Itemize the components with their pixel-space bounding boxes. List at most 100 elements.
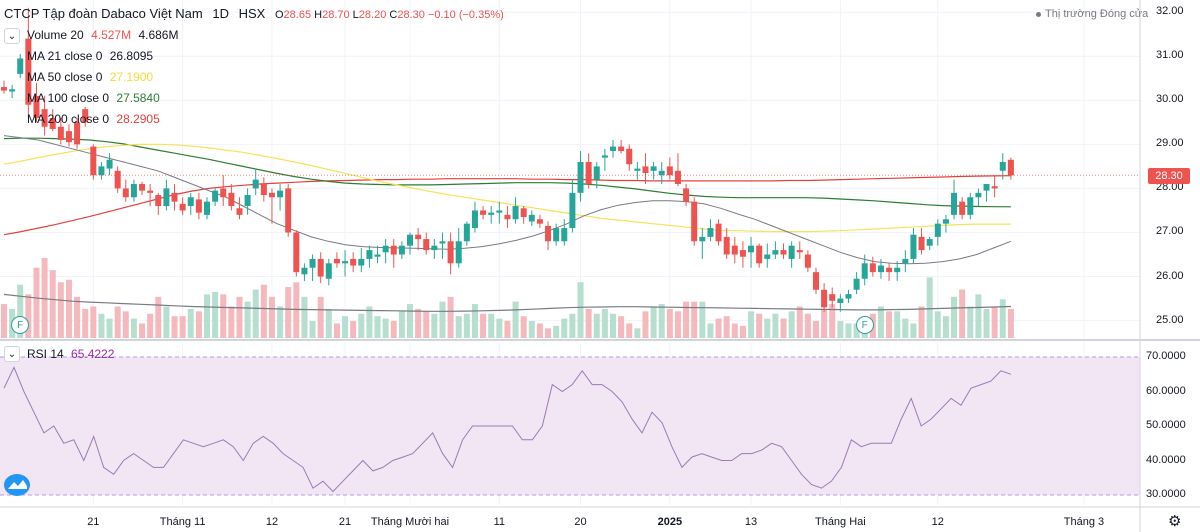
candle-body: [577, 161, 584, 193]
ma50-line: [3, 143, 1011, 233]
candle-body: [601, 155, 608, 158]
candle: [910, 228, 917, 264]
candle: [951, 179, 958, 220]
volume-bar: [374, 316, 381, 338]
volume-bar: [325, 308, 332, 338]
volume-bar: [49, 270, 56, 338]
candle-body: [41, 109, 48, 127]
volume-bar: [545, 328, 552, 338]
candle-body: [212, 190, 219, 202]
ma-lines: [3, 135, 1012, 312]
candle-body: [1007, 159, 1014, 176]
time-tick-label: 21: [87, 516, 100, 528]
volume-bar: [439, 301, 446, 338]
candle: [845, 289, 852, 303]
interval-label[interactable]: 1D: [212, 6, 229, 21]
candle-body: [439, 241, 446, 244]
rsi-legend[interactable]: RSI 14 65.4222: [27, 346, 114, 362]
candle-body: [934, 223, 941, 237]
volume-bar: [886, 311, 893, 338]
candle-body: [650, 166, 657, 171]
candle-body: [49, 117, 56, 129]
candle-body: [918, 236, 925, 251]
volume-bar: [723, 316, 730, 338]
volume-bar: [691, 301, 698, 338]
candle: [715, 219, 722, 246]
collapse-legend-button[interactable]: ⌄: [4, 28, 20, 44]
ma21-line: [3, 135, 1012, 265]
candle-body: [382, 245, 389, 253]
volume-bar: [853, 323, 860, 338]
ma21-legend[interactable]: MA 21 close 0 26.8095: [27, 48, 153, 64]
volume-bar: [252, 289, 259, 338]
candle-body: [98, 166, 105, 176]
candle: [967, 192, 974, 220]
volume-bar: [57, 282, 64, 338]
volume-bar: [106, 318, 113, 338]
volume-bar: [212, 291, 219, 338]
candle: [902, 250, 909, 273]
ma50-legend[interactable]: MA 50 close 0 27.1900: [27, 69, 153, 85]
candle-body: [236, 208, 243, 215]
volume-legend[interactable]: Volume 20 4.527M 4.686M: [27, 27, 178, 43]
time-tick-label: 11: [493, 516, 506, 528]
financials-event-badge[interactable]: F: [11, 316, 30, 334]
candle-body: [407, 234, 413, 246]
volume-bar: [390, 321, 397, 338]
candle: [374, 245, 381, 264]
volume-bar: [942, 316, 949, 338]
candle: [959, 197, 966, 220]
candle: [536, 214, 543, 229]
candle: [447, 232, 454, 275]
candle: [407, 232, 413, 255]
candle-body: [496, 210, 503, 213]
candle: [634, 161, 641, 180]
financials-event-badge[interactable]: F: [855, 316, 874, 334]
candle: [650, 161, 657, 180]
candle: [252, 168, 259, 196]
tradingview-logo-icon[interactable]: [4, 474, 30, 496]
candle: [796, 241, 803, 259]
ma200-value: 28.2905: [116, 112, 160, 126]
volume-bar: [496, 318, 503, 338]
ma200-legend[interactable]: MA 200 close 0 28.2905: [27, 111, 160, 127]
candle: [163, 179, 170, 211]
close-value: 28.30: [397, 9, 425, 21]
candles: [1, 7, 1014, 312]
volume-bar: [504, 321, 511, 338]
rsi-tick-label: 50.0000: [1146, 419, 1186, 431]
candle-body: [285, 188, 292, 233]
rsi-tick-label: 30.0000: [1146, 488, 1186, 500]
rsi-tick-label: 40.0000: [1146, 453, 1186, 466]
candle: [439, 232, 446, 259]
gear-icon[interactable]: ⚙: [1168, 513, 1182, 530]
volume-bar: [33, 267, 40, 338]
candle: [179, 197, 186, 215]
candle: [926, 236, 933, 251]
candle: [33, 82, 40, 123]
candle-body: [179, 203, 186, 211]
volume-bar: [301, 296, 308, 338]
candle-body: [187, 197, 194, 207]
candle-body: [983, 184, 990, 191]
ma100-legend[interactable]: MA 100 close 0 27.5840: [27, 90, 160, 106]
volume-bar: [333, 323, 340, 338]
rsi-tick-label: 70.0000: [1146, 350, 1186, 362]
price-tick-label: 30.00: [1156, 93, 1184, 106]
candle: [553, 223, 560, 246]
volume-bar: [114, 306, 121, 338]
candle: [666, 157, 673, 180]
candle: [260, 177, 267, 202]
time-tick-label: 12: [265, 516, 279, 528]
candle: [277, 184, 284, 211]
candle-body: [244, 195, 251, 207]
candle-body: [163, 188, 170, 207]
candle-body: [829, 294, 836, 301]
candle-body: [536, 219, 543, 224]
candle-body: [74, 122, 81, 145]
candle-body: [390, 245, 397, 255]
volume-bar: [1007, 308, 1014, 338]
collapse-rsi-button[interactable]: ⌄: [4, 346, 20, 362]
candle: [471, 201, 478, 233]
